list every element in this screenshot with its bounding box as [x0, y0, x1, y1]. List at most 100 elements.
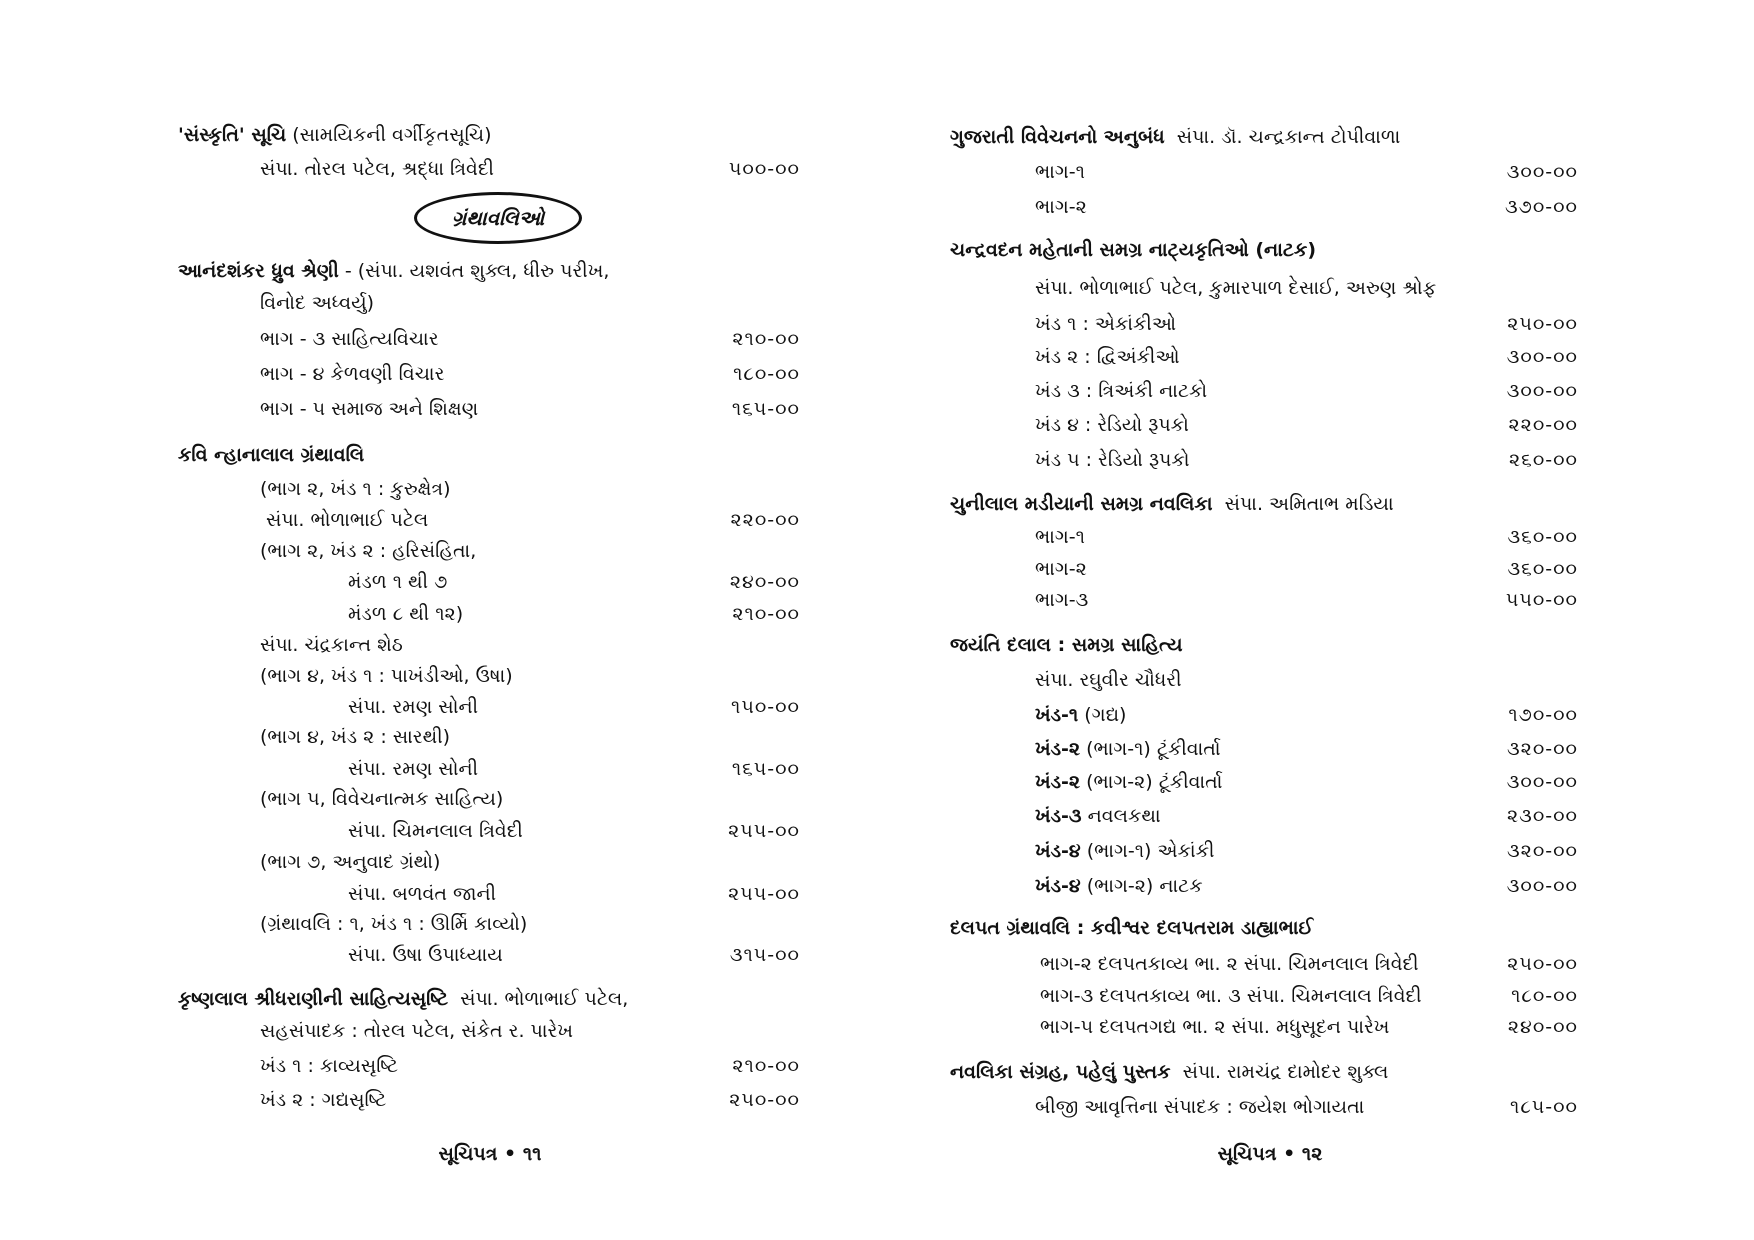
catalog-page-right: સૂચિપત્ર • ૧૨ ગુજરાતી વિવેચનનો અનુબંધ સં… [877, 0, 1754, 1240]
entry-text: (ભાગ-૨) નાટક [1080, 875, 1203, 897]
catalog-entry: (ભાગ ૫, વિવેચનાત્મક સાહિત્ય) [260, 784, 503, 814]
entry-text: ભાગ-૨ [1035, 196, 1087, 218]
entry-text: સંપા. ડૉ. ચન્દ્રકાન્ત ટોપીવાળા [1164, 126, 1401, 148]
entry-text: (ભાગ ૨, ખંડ ૧ : કુરુક્ષેત્ર) [260, 478, 451, 500]
entry-title: કૃષ્ણલાલ શ્રીધરાણીની સાહિત્યસૃષ્ટિ [178, 988, 448, 1010]
entry-price: ૩૦૦-૦૦ [1506, 875, 1578, 897]
entry-text: (ભાગ ૪, ખંડ ૧ : પાખંડીઓ, ઉષા) [260, 665, 513, 687]
catalog-heading: આનંદશંકર ધ્રુવ શ્રેણી - (સંપા. યશવંત શુક… [178, 256, 609, 286]
catalog-heading: ચન્દ્રવદન મહેતાની સમગ્ર નાટ્યકૃતિઓ (નાટક… [950, 235, 1316, 265]
entry-price: ૩૦૦-૦૦ [1506, 346, 1578, 368]
entry-text: ખંડ ૧ : કાવ્યસૃષ્ટિ [260, 1055, 399, 1077]
catalog-entry: સહસંપાદક : તોરલ પટેલ, સંકેત ર. પારેખ [260, 1016, 573, 1046]
entry-title: ખંડ-૩ [1035, 805, 1082, 827]
entry-text: ખંડ ૫ : રેડિયો રૂપકો [1035, 449, 1190, 471]
entry-text: સંપા. રઘુવીર ચૌધરી [1035, 669, 1182, 691]
catalog-entry: સંપા. રઘુવીર ચૌધરી [1035, 665, 1182, 695]
entry-price: ૨૧૦-૦૦ [732, 328, 800, 350]
entry-title: જયંતિ દલાલ : સમગ્ર સાહિત્ય [950, 634, 1183, 656]
entry-price: ૩૧૫-૦૦ [729, 944, 800, 966]
catalog-entry: ખંડ-૨ (ભાગ-૧) ટૂંકીવાર્તા [1035, 734, 1221, 764]
entry-text: સંપા. તોરલ પટેલ, શ્રદ્ધા ત્રિવેદી [260, 158, 494, 180]
entry-title: ખંડ-૨ [1035, 771, 1081, 793]
catalog-entry: ભાગ-૨ [1035, 554, 1087, 584]
entry-text: (ભાગ-૨) ટૂંકીવાર્તા [1080, 771, 1223, 793]
catalog-entry: ભાગ - ૩ સાહિત્યવિચાર [260, 324, 439, 354]
entry-price: ૩૬૦-૦૦ [1507, 526, 1578, 548]
catalog-heading: ચુનીલાલ મડીયાની સમગ્ર નવલિકા સંપા. અમિતા… [950, 489, 1394, 519]
entry-price: ૩૨૦-૦૦ [1507, 840, 1578, 862]
catalog-entry: સંપા. રમણ સોની [348, 754, 478, 784]
entry-text: ખંડ ૪ : રેડિયો રૂપકો [1035, 414, 1189, 436]
entry-price: ૨૫૦-૦૦ [729, 1089, 800, 1111]
entry-title: 'સંસ્કૃતિ' સૂચિ [178, 124, 287, 146]
entry-price: ૧૬૫-૦૦ [731, 398, 800, 420]
entry-price: ૨૪૦-૦૦ [1507, 1016, 1578, 1038]
entry-text: વિનોદ અધ્વર્યુ) [260, 292, 375, 314]
entry-text: સંપા. ચંદ્રકાન્ત શેઠ [260, 634, 403, 656]
catalog-entry: સંપા. રમણ સોની [348, 692, 478, 722]
entry-price: ૩૦૦-૦૦ [1506, 771, 1578, 793]
catalog-page-left: ગ્રંથાવલિઓ સૂચિપત્ર • ૧૧ 'સંસ્કૃતિ' સૂચિ… [178, 124, 800, 1165]
entry-text: (ગ્રંથાવલિ : ૧, ખંડ ૧ : ઊર્મિ કાવ્યો) [260, 913, 528, 935]
entry-title: કવિ ન્હાનાલાલ ગ્રંથાવલિ [178, 444, 365, 466]
page-footer: સૂચિપત્ર • ૧૨ [1217, 1143, 1323, 1165]
entry-text: ખંડ ૩ : ત્રિઅંકી નાટકો [1035, 380, 1208, 402]
entry-text: ભાગ - ૩ સાહિત્યવિચાર [260, 328, 439, 350]
entry-text: (ભાગ-૧) એકાંકી [1080, 840, 1215, 862]
catalog-entry: ખંડ-૩ નવલકથા [1035, 801, 1161, 831]
entry-text: ખંડ ૨ : દ્વિઅંકીઓ [1035, 346, 1180, 368]
catalog-entry: ભાગ-૩ [1035, 585, 1088, 615]
entry-text: સંપા. ભોળાભાઈ પટેલ, [448, 988, 629, 1010]
entry-price: ૨૫૫-૦૦ [728, 883, 800, 905]
entry-text: સંપા. રમણ સોની [348, 696, 479, 718]
catalog-entry: સંપા. બળવંત જાની [348, 879, 496, 909]
catalog-entry: (ભાગ ૭, અનુવાદ ગ્રંથો) [260, 847, 440, 877]
entry-text: ભાગ-૧ [1035, 526, 1085, 548]
entry-text: ભાગ-૩ [1035, 589, 1089, 611]
catalog-entry: સંપા. ભોળાભાઈ પટેલ [260, 505, 428, 535]
catalog-entry: બીજી આવૃત્તિના સંપાદક : જયેશ ભોગાયતા [1035, 1092, 1364, 1122]
entry-text: (ભાગ ૭, અનુવાદ ગ્રંથો) [260, 851, 441, 873]
entry-text: સંપા. ભોળાભાઈ પટેલ [260, 509, 429, 531]
catalog-entry: ખંડ ૫ : રેડિયો રૂપકો [1035, 445, 1190, 475]
catalog-entry: (ભાગ ૨, ખંડ ૧ : કુરુક્ષેત્ર) [260, 474, 451, 504]
entry-price: ૨૧૦-૦૦ [732, 603, 800, 625]
catalog-entry: ખંડ ૨ : ગદ્યસૃષ્ટિ [260, 1085, 386, 1115]
catalog-entry: ખંડ-૪ (ભાગ-૧) એકાંકી [1035, 836, 1214, 866]
entry-text: સંપા. બળવંત જાની [348, 883, 497, 905]
catalog-entry: ભાગ - ૪ કેળવણી વિચાર [260, 359, 444, 389]
entry-title: ખંડ-૧ [1035, 704, 1079, 726]
entry-title: દલપત ગ્રંથાવલિ : કવીશ્વર દલપતરામ ડાહ્યાભ… [950, 917, 1314, 939]
catalog-heading: કવિ ન્હાનાલાલ ગ્રંથાવલિ [178, 440, 364, 470]
entry-text: સંપા. ચિમનલાલ ત્રિવેદી [348, 820, 523, 842]
catalog-entry: ભાગ - ૫ સમાજ અને શિક્ષણ [260, 394, 478, 424]
entry-price: ૧૬૫-૦૦ [731, 758, 800, 780]
entry-price: ૨૩૦-૦૦ [1507, 805, 1578, 827]
entry-text: ભાગ - ૪ કેળવણી વિચાર [260, 363, 445, 385]
catalog-entry: મંડળ ૧ થી ૭ [348, 567, 447, 597]
entry-text: સહસંપાદક : તોરલ પટેલ, સંકેત ર. પારેખ [260, 1020, 573, 1042]
entry-text: (ભાગ ૫, વિવેચનાત્મક સાહિત્ય) [260, 788, 504, 810]
entry-price: ૩૬૦-૦૦ [1507, 558, 1578, 580]
catalog-heading: કૃષ્ણલાલ શ્રીધરાણીની સાહિત્યસૃષ્ટિ સંપા.… [178, 984, 628, 1014]
entry-text: (ભાગ ૨, ખંડ ૨ : હરિસંહિતા, [260, 540, 477, 562]
catalog-entry: ભાગ-૩ દલપતકાવ્ય ભા. ૩ સંપા. ચિમનલાલ ત્રિ… [1040, 981, 1422, 1011]
catalog-entry: ખંડ ૧ : કાવ્યસૃષ્ટિ [260, 1051, 398, 1081]
entry-text: સંપા. ઉષા ઉપાધ્યાય [348, 944, 503, 966]
entry-price: ૨૫૦-૦૦ [1507, 313, 1578, 335]
entry-price: ૧૮૦-૦૦ [1511, 985, 1578, 1007]
entry-price: ૧૮૦-૦૦ [733, 363, 800, 385]
catalog-entry: (ભાગ ૪, ખંડ ૧ : પાખંડીઓ, ઉષા) [260, 661, 513, 691]
entry-text: ખંડ ૧ : એકાંકીઓ [1035, 313, 1177, 335]
catalog-entry: ખંડ-૨ (ભાગ-૨) ટૂંકીવાર્તા [1035, 767, 1222, 797]
catalog-entry: સંપા. તોરલ પટેલ, શ્રદ્ધા ત્રિવેદી [260, 154, 494, 184]
entry-text: સંપા. ભોળાભાઈ પટેલ, કુમારપાળ દેસાઈ, અરુણ… [1035, 277, 1437, 299]
entry-price: ૩૨૦-૦૦ [1507, 738, 1578, 760]
section-label-granthavalio: ગ્રંથાવલિઓ [414, 192, 582, 244]
entry-text: સંપા. રામચંદ્ર દામોદર શુક્લ [1170, 1061, 1389, 1083]
entry-price: ૩૦૦-૦૦ [1506, 380, 1578, 402]
entry-text: (ગદ્ય) [1078, 704, 1127, 726]
entry-price: ૨૨૦-૦૦ [1508, 414, 1578, 436]
catalog-entry: (ગ્રંથાવલિ : ૧, ખંડ ૧ : ઊર્મિ કાવ્યો) [260, 909, 527, 939]
